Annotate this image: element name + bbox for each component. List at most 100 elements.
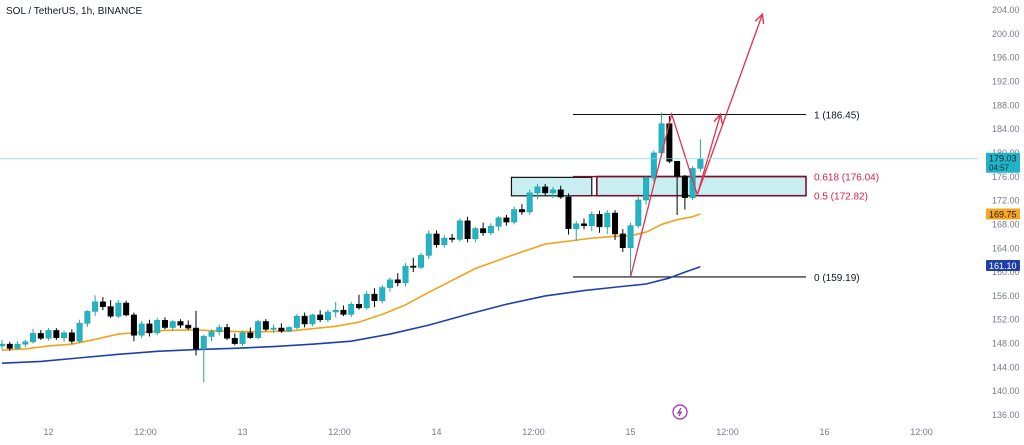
price-tick-label: 184.00 xyxy=(992,124,1020,134)
candle-body xyxy=(456,220,463,240)
candle-body xyxy=(410,265,417,268)
last-price-tag: 179.03 xyxy=(989,154,1017,164)
price-tick-label: 164.00 xyxy=(992,243,1020,253)
support-zone-0 xyxy=(510,176,593,197)
price-tick-label: 152.00 xyxy=(992,315,1020,325)
time-tick-label: 12:00 xyxy=(522,427,545,437)
candle-body xyxy=(37,333,44,339)
time-tick-label: 12:00 xyxy=(328,427,351,437)
time-tick-label: 15 xyxy=(626,427,636,437)
candle-body xyxy=(697,158,704,169)
candle-body xyxy=(402,265,409,284)
secondary-arrow-line xyxy=(696,114,722,195)
candle-body xyxy=(84,311,91,324)
candle-body xyxy=(45,330,52,339)
fib-level-label: 1 (186.45) xyxy=(814,111,860,122)
candle-body xyxy=(573,223,580,229)
time-tick-label: 12:00 xyxy=(716,427,739,437)
secondary-arrowhead xyxy=(713,112,723,125)
candle-body xyxy=(262,321,269,330)
candle-body xyxy=(107,306,114,317)
candle-body xyxy=(650,152,657,179)
symbol-title: SOL / TetherUS, 1h, BINANCE xyxy=(6,6,143,17)
candle-body xyxy=(193,327,200,350)
price-tick-label: 140.00 xyxy=(992,386,1020,396)
candle-body xyxy=(146,323,153,334)
candle-body xyxy=(449,237,456,240)
ema-slow-tag-bg xyxy=(986,260,1020,272)
ema-slow-tag: 161.10 xyxy=(989,261,1017,271)
ema-fast-tag-bg xyxy=(986,208,1020,220)
candle-body xyxy=(503,217,510,223)
time-tick-label: 14 xyxy=(432,427,442,437)
candle-body xyxy=(99,301,106,307)
candle-body xyxy=(340,309,347,315)
candles xyxy=(0,112,704,383)
candle-body xyxy=(511,209,518,223)
price-tick-label: 160.00 xyxy=(992,267,1020,277)
price-tick-label: 192.00 xyxy=(992,76,1020,86)
candle-body xyxy=(177,321,184,326)
ema-fast-line xyxy=(1,213,701,351)
candle-body xyxy=(643,177,650,201)
candle-body xyxy=(200,336,207,350)
candle-body xyxy=(293,315,300,328)
ema-fast-tag: 169.75 xyxy=(989,210,1017,220)
price-tick-label: 172.00 xyxy=(992,196,1020,206)
lightning-icon xyxy=(676,407,683,417)
candle-body xyxy=(472,228,479,240)
price-tick-label: 188.00 xyxy=(992,100,1020,110)
candle-body xyxy=(480,228,487,234)
candle-body xyxy=(247,332,254,338)
candle-body xyxy=(0,343,6,347)
candle-body xyxy=(53,330,60,338)
candle-body xyxy=(464,220,471,240)
candle-body xyxy=(76,323,83,342)
candle-body xyxy=(270,327,277,330)
candle-body xyxy=(216,327,223,332)
time-tick-label: 13 xyxy=(238,427,248,437)
candle-body xyxy=(169,321,176,328)
candle-body xyxy=(208,331,215,337)
candle-body xyxy=(433,233,440,245)
projection-arrowhead xyxy=(754,12,765,25)
candle-body xyxy=(386,279,393,288)
candle-body xyxy=(534,186,541,194)
candle-body xyxy=(588,213,595,226)
candle-body xyxy=(6,343,13,349)
candle-body xyxy=(309,314,316,325)
time-tick-label: 12:00 xyxy=(134,427,157,437)
candle-body xyxy=(487,225,494,234)
candle-body xyxy=(418,255,425,268)
ema-slow-line xyxy=(1,265,701,365)
candle-body xyxy=(557,189,564,198)
projection-drawings xyxy=(629,12,765,278)
projection-zigzag xyxy=(629,13,764,278)
candle-body xyxy=(68,332,75,342)
candle-body xyxy=(224,327,231,339)
candle-body xyxy=(689,168,696,198)
candle-body xyxy=(317,314,324,321)
price-tick-label: 144.00 xyxy=(992,362,1020,372)
candle-body xyxy=(239,332,246,344)
price-tick-label: 200.00 xyxy=(992,29,1020,39)
candle-body xyxy=(379,287,386,301)
candle-body xyxy=(542,186,549,194)
fib-level-label: 0 (159.19) xyxy=(814,273,860,284)
candle-body xyxy=(61,332,68,338)
candle-body xyxy=(161,320,168,328)
candle-body xyxy=(635,199,642,226)
time-tick-label: 12:00 xyxy=(910,427,933,437)
candle-body xyxy=(231,337,238,344)
candle-body xyxy=(681,175,688,198)
candle-body xyxy=(22,341,29,345)
candle-body xyxy=(115,302,122,317)
candle-body xyxy=(604,212,611,228)
candle-body xyxy=(394,279,401,284)
candle-body xyxy=(92,301,99,312)
candle-body xyxy=(14,343,21,349)
time-axis[interactable]: 12 12:00 13 12:00 14 12:00 15 12:00 16 12:00 xyxy=(44,427,933,437)
